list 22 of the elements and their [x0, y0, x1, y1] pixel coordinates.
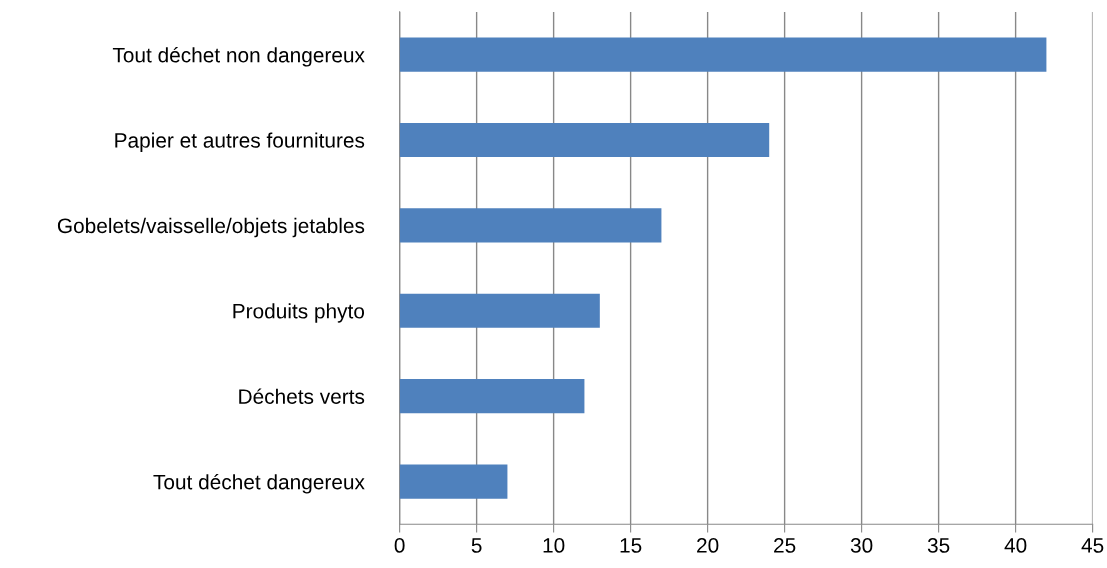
x-tick-label: 45: [1081, 538, 1104, 553]
x-tick-label: 10: [543, 538, 565, 553]
y-tick-label: Produits phyto: [233, 303, 365, 323]
bar: [399, 379, 585, 414]
bar: [399, 293, 600, 328]
y-tick-label: Gobelets/vaisselle/objets jetables: [57, 217, 365, 238]
bar: [399, 208, 662, 243]
x-tick-label: 0: [394, 538, 405, 553]
bar: [399, 37, 1047, 72]
y-tick-label: Tout déchet non dangereux: [112, 46, 365, 67]
x-tick-label: 5: [471, 538, 482, 553]
y-tick-label: Papier et autres fournitures: [115, 132, 365, 152]
x-tick-label: 35: [927, 538, 950, 553]
x-tick-label: 15: [620, 538, 642, 553]
x-tick-label: 25: [774, 538, 796, 553]
x-tick-label: 30: [850, 538, 873, 553]
y-tick-label: Tout déchet dangereux: [153, 473, 365, 494]
bar: [399, 122, 770, 158]
bar: [399, 464, 508, 499]
y-tick-label: Déchets verts: [239, 388, 365, 404]
x-tick-label: 20: [697, 538, 719, 553]
x-tick-label: 40: [1004, 538, 1027, 553]
